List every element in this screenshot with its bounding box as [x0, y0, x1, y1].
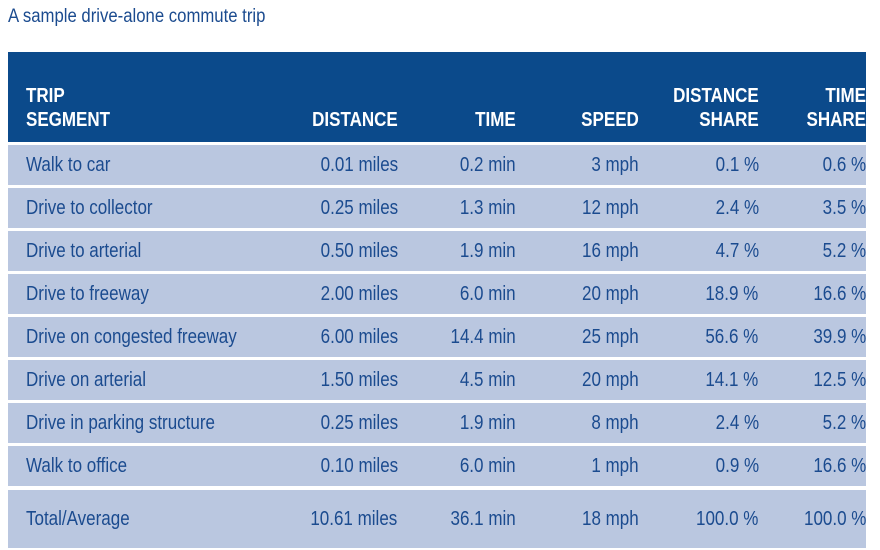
cell-speed: 25 mph	[515, 314, 639, 357]
table-row: Drive in parking structure 0.25 miles 1.…	[8, 400, 866, 443]
table-row: Walk to office 0.10 miles 6.0 min 1 mph …	[8, 443, 866, 486]
cell-speed: 12 mph	[515, 185, 639, 228]
table-body: Walk to car 0.01 miles 0.2 min 3 mph 0.1…	[8, 142, 866, 548]
cell-distance: 0.01 miles	[273, 142, 398, 185]
average-speed: 18 mph	[515, 486, 639, 548]
cell-distance: 0.25 miles	[273, 185, 398, 228]
table-row: Drive to freeway 2.00 miles 6.0 min 20 m…	[8, 271, 866, 314]
cell-time-share: 16.6 %	[758, 271, 866, 314]
header-time-share: TIME SHARE	[758, 52, 866, 142]
total-distance-share: 100.0 %	[638, 486, 759, 548]
total-time-share: 100.0 %	[758, 486, 866, 548]
total-distance: 10.61 miles	[273, 486, 398, 548]
cell-distance-share: 2.4 %	[638, 400, 759, 443]
cell-distance: 0.25 miles	[273, 400, 398, 443]
cell-segment: Walk to car	[8, 142, 274, 185]
cell-segment: Drive to arterial	[8, 228, 274, 271]
header-speed: SPEED	[515, 52, 639, 142]
cell-distance: 2.00 miles	[273, 271, 398, 314]
header-distance-share: DISTANCE SHARE	[638, 52, 759, 142]
table-row: Drive on congested freeway 6.00 miles 14…	[8, 314, 866, 357]
cell-time-share: 5.2 %	[758, 228, 866, 271]
cell-time-share: 0.6 %	[758, 142, 866, 185]
cell-time: 1.3 min	[397, 185, 516, 228]
cell-time-share: 3.5 %	[758, 185, 866, 228]
cell-time-share: 5.2 %	[758, 400, 866, 443]
cell-time: 14.4 min	[397, 314, 516, 357]
commute-trip-table: TRIP SEGMENT DISTANCE TIME SPEED DISTANCE…	[8, 52, 866, 548]
cell-speed: 20 mph	[515, 271, 639, 314]
cell-distance-share: 56.6 %	[638, 314, 759, 357]
table-header: TRIP SEGMENT DISTANCE TIME SPEED DISTANCE…	[8, 52, 866, 142]
total-time: 36.1 min	[397, 486, 516, 548]
cell-time: 0.2 min	[397, 142, 516, 185]
cell-time: 1.9 min	[397, 400, 516, 443]
header-time: TIME	[397, 52, 516, 142]
cell-distance: 0.10 miles	[273, 443, 398, 486]
cell-time-share: 12.5 %	[758, 357, 866, 400]
cell-segment: Drive on arterial	[8, 357, 274, 400]
table-row: Drive to arterial 0.50 miles 1.9 min 16 …	[8, 228, 866, 271]
cell-time: 6.0 min	[397, 271, 516, 314]
cell-time: 1.9 min	[397, 228, 516, 271]
cell-time-share: 39.9 %	[758, 314, 866, 357]
cell-distance-share: 18.9 %	[638, 271, 759, 314]
total-label: Total/Average	[8, 486, 274, 548]
cell-speed: 1 mph	[515, 443, 639, 486]
cell-segment: Drive in parking structure	[8, 400, 274, 443]
cell-segment: Walk to office	[8, 443, 274, 486]
total-row: Total/Average 10.61 miles 36.1 min 18 mp…	[8, 486, 866, 548]
table-caption: A sample drive-alone commute trip	[8, 6, 266, 27]
cell-distance-share: 0.9 %	[638, 443, 759, 486]
cell-segment: Drive to collector	[8, 185, 274, 228]
cell-time-share: 16.6 %	[758, 443, 866, 486]
table-row: Drive on arterial 1.50 miles 4.5 min 20 …	[8, 357, 866, 400]
header-row: TRIP SEGMENT DISTANCE TIME SPEED DISTANCE…	[8, 52, 866, 142]
cell-speed: 3 mph	[515, 142, 639, 185]
cell-speed: 16 mph	[515, 228, 639, 271]
cell-distance-share: 4.7 %	[638, 228, 759, 271]
cell-time: 6.0 min	[397, 443, 516, 486]
cell-speed: 20 mph	[515, 357, 639, 400]
cell-distance: 0.50 miles	[273, 228, 398, 271]
cell-time: 4.5 min	[397, 357, 516, 400]
cell-speed: 8 mph	[515, 400, 639, 443]
header-distance: DISTANCE	[273, 52, 398, 142]
cell-distance: 6.00 miles	[273, 314, 398, 357]
cell-distance-share: 14.1 %	[638, 357, 759, 400]
cell-segment: Drive to freeway	[8, 271, 274, 314]
cell-distance-share: 0.1 %	[638, 142, 759, 185]
cell-segment: Drive on congested freeway	[8, 314, 274, 357]
table-row: Drive to collector 0.25 miles 1.3 min 12…	[8, 185, 866, 228]
header-trip-segment: TRIP SEGMENT	[8, 52, 274, 142]
cell-distance: 1.50 miles	[273, 357, 398, 400]
table-row: Walk to car 0.01 miles 0.2 min 3 mph 0.1…	[8, 142, 866, 185]
cell-distance-share: 2.4 %	[638, 185, 759, 228]
